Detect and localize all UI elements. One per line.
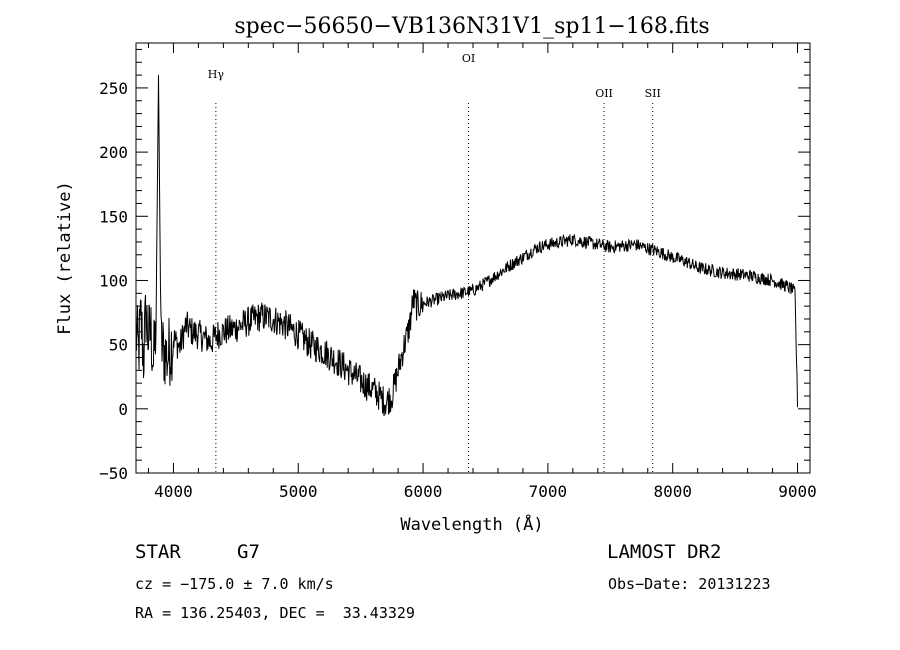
y-tick-label: 0 [118,400,128,419]
spectral-line-label: SII [645,87,661,100]
redshift-text: cz = −175.0 ± 7.0 km/s [135,575,334,593]
y-axis-label: Flux (relative) [55,181,75,335]
y-tick-label: 100 [99,271,128,290]
y-tick-label: 150 [99,207,128,226]
obs-date-text: Obs−Date: 20131223 [608,575,771,593]
x-axis-label: Wavelength (Å) [400,513,543,535]
x-tick-label: 6000 [404,482,443,501]
object-class: STAR [135,541,181,563]
spectral-line-label: OI [462,52,475,65]
spectrum-line [135,75,798,417]
chart-title: spec−56650−VB136N31V1_sp11−168.fits [234,14,709,39]
plot-frame [135,42,811,474]
x-tick-label: 9000 [778,482,817,501]
survey-name: LAMOST DR2 [607,541,722,563]
x-tick-label: 5000 [279,482,318,501]
y-tick-label: 250 [99,79,128,98]
x-tick-label: 8000 [653,482,692,501]
x-tick-label: 7000 [529,482,568,501]
coordinates-text: RA = 136.25403, DEC = 33.43329 [135,604,415,622]
object-subclass: G7 [237,541,260,563]
y-tick-label: 50 [109,336,128,355]
y-tick-label: −50 [99,464,128,483]
x-tick-label: 4000 [154,482,193,501]
spectral-line-label: Hγ [208,68,225,81]
y-tick-label: 200 [99,143,128,162]
spectral-line-label: OII [595,87,613,100]
